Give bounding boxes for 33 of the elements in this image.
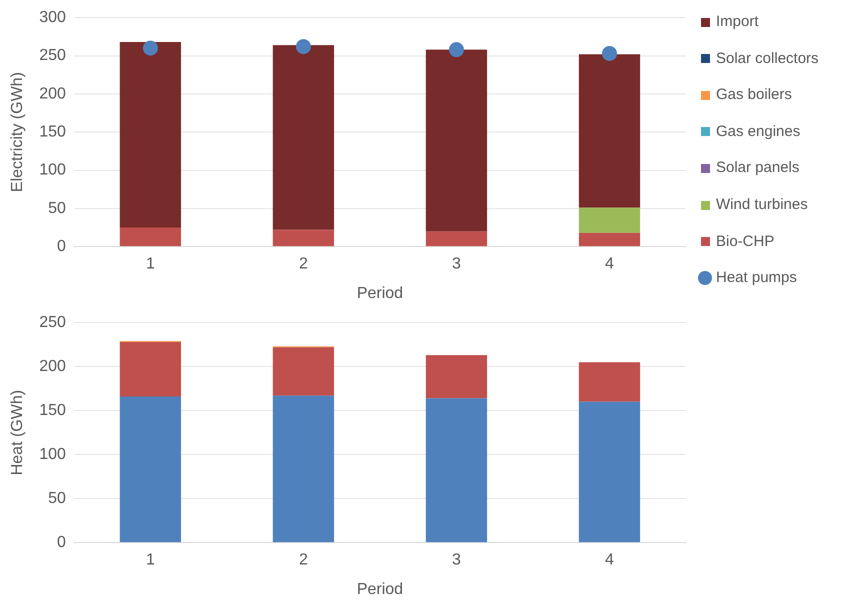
legend-label: Gas engines	[716, 122, 800, 140]
y-tick-label: 100	[39, 162, 66, 179]
y-tick-label: 50	[48, 200, 66, 217]
y-axis-title: Heat (GWh)	[9, 390, 26, 476]
legend-label: Solar panels	[716, 159, 800, 176]
x-tick-label: 4	[605, 552, 614, 569]
y-tick-label: 50	[48, 490, 66, 508]
legend-label: Bio-CHP	[716, 232, 774, 250]
legend-label: Solar collectors	[716, 50, 819, 67]
y-tick-label: 0	[56, 534, 66, 552]
legend-label: Heat pumps	[716, 269, 797, 286]
x-tick-label: 4	[605, 256, 614, 273]
y-tick-label: 200	[39, 85, 66, 102]
x-axis-title: Period	[356, 284, 404, 302]
y-tick-label: 250	[39, 47, 66, 64]
x-tick-label: 2	[298, 256, 308, 273]
legend-label: Wind turbines	[716, 196, 808, 213]
y-tick-label: 300	[39, 9, 66, 26]
x-tick-label: 3	[452, 552, 462, 569]
x-tick-label: 2	[298, 552, 308, 569]
x-tick-label: 3	[452, 256, 462, 273]
legend-label: Import	[716, 13, 759, 30]
y-tick-label: 150	[39, 402, 66, 420]
x-tick-label: 1	[146, 256, 155, 273]
y-tick-label: 0	[56, 238, 66, 256]
y-tick-label: 150	[39, 124, 66, 141]
x-tick-label: 1	[146, 552, 155, 569]
y-tick-label: 200	[39, 358, 66, 376]
legend-label: Gas boilers	[716, 86, 792, 104]
y-tick-label: 250	[39, 314, 66, 332]
x-axis-title: Period	[356, 580, 404, 598]
y-tick-label: 100	[39, 446, 66, 464]
y-axis-title: Electricity (GWh)	[9, 72, 26, 192]
